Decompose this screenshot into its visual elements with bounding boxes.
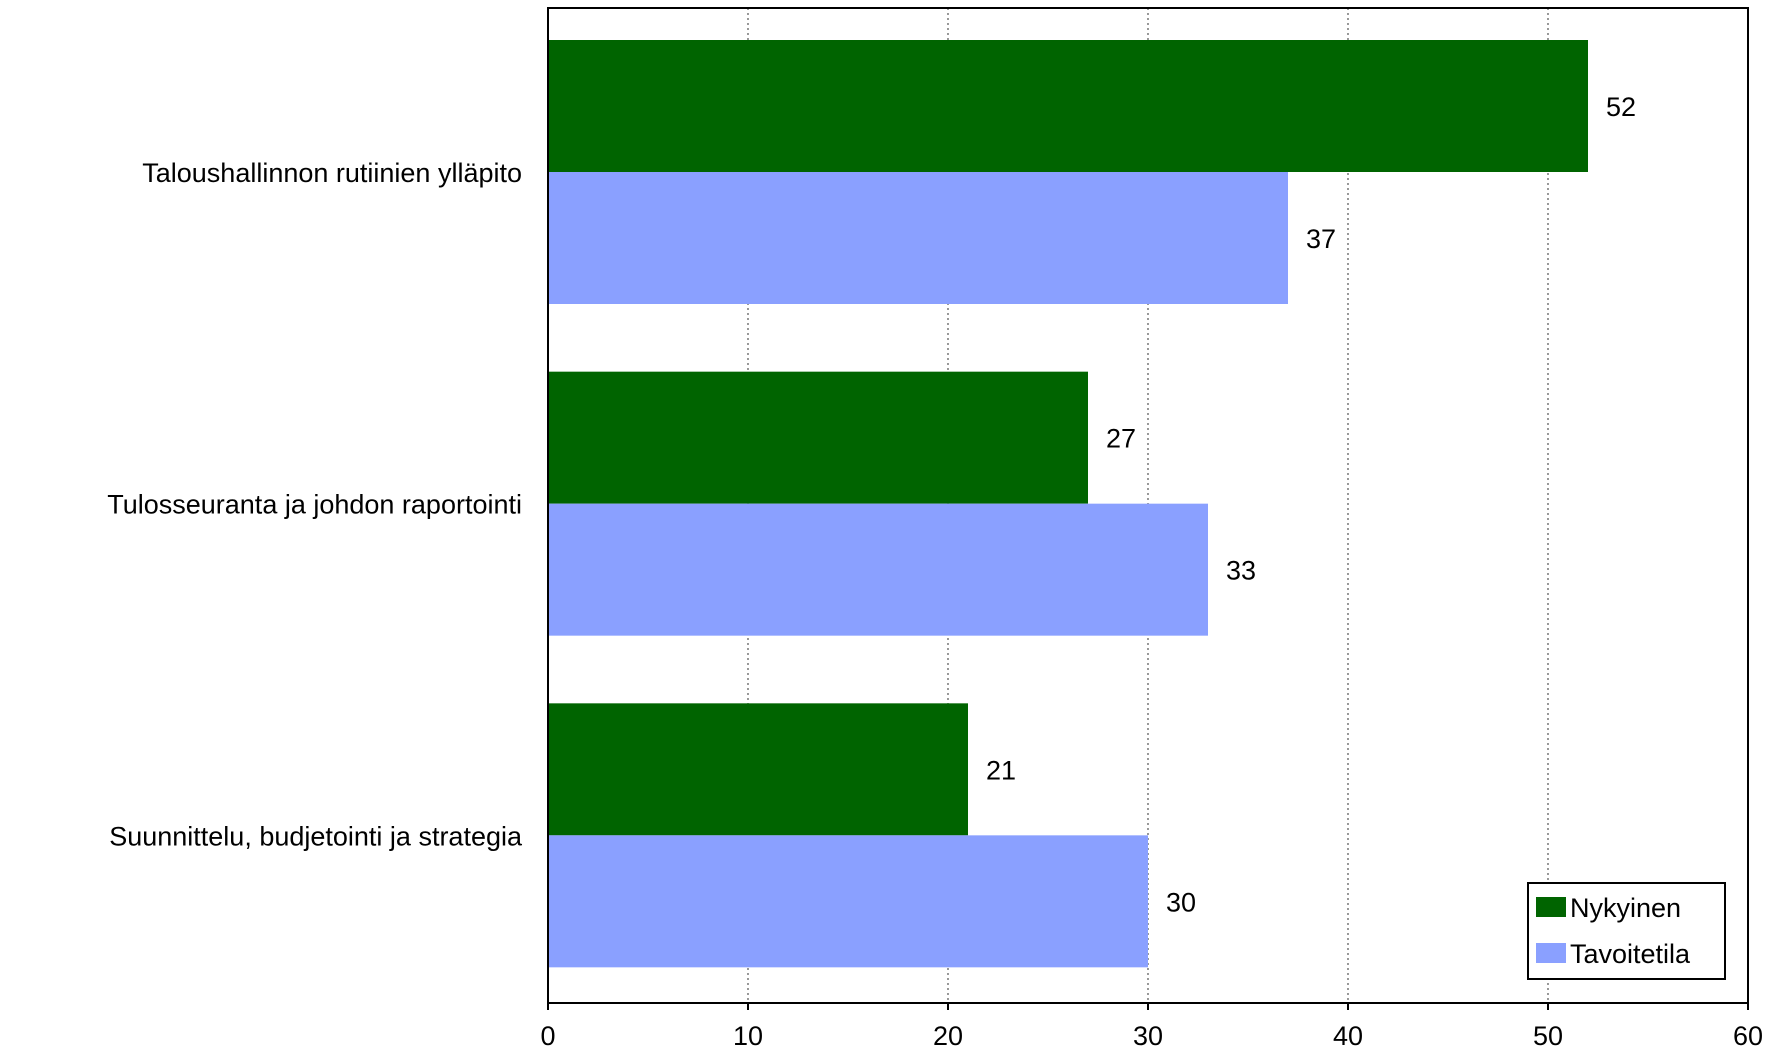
legend-swatch — [1536, 943, 1566, 963]
bar-tavoitetila — [548, 835, 1148, 968]
category-label: Taloushallinnon rutiinien ylläpito — [142, 158, 522, 188]
bars-layer — [548, 40, 1588, 968]
x-tick-label: 30 — [1133, 1021, 1163, 1050]
bar-nykyinen — [548, 40, 1588, 172]
legend-swatch — [1536, 897, 1566, 917]
legend-label: Tavoitetila — [1570, 939, 1691, 969]
data-label: 37 — [1306, 224, 1336, 254]
x-tick-label: 40 — [1333, 1021, 1363, 1050]
category-label: Suunnittelu, budjetointi ja strategia — [109, 821, 523, 851]
x-tick-label: 0 — [540, 1021, 555, 1050]
data-label: 33 — [1226, 556, 1256, 586]
x-tick-label: 10 — [733, 1021, 763, 1050]
plot-frame — [547, 7, 1749, 1010]
data-label: 30 — [1166, 887, 1196, 917]
x-tick-label: 20 — [933, 1021, 963, 1050]
labels-layer: 52 37 Taloushallinnon rutiinien ylläpito 27… — [107, 92, 1763, 1050]
x-tick-label: 50 — [1533, 1021, 1563, 1050]
data-label: 52 — [1606, 92, 1636, 122]
bar-tavoitetila — [548, 172, 1288, 304]
bar-tavoitetila — [548, 503, 1208, 636]
bar-nykyinen — [548, 703, 968, 836]
legend: Nykyinen Tavoitetila — [1527, 882, 1726, 980]
bar-nykyinen — [548, 371, 1088, 504]
data-label: 27 — [1106, 424, 1136, 454]
legend-label: Nykyinen — [1570, 893, 1681, 923]
data-label: 21 — [986, 755, 1016, 785]
category-label: Tulosseuranta ja johdon raportointi — [107, 490, 522, 520]
x-tick-label: 60 — [1733, 1021, 1763, 1050]
